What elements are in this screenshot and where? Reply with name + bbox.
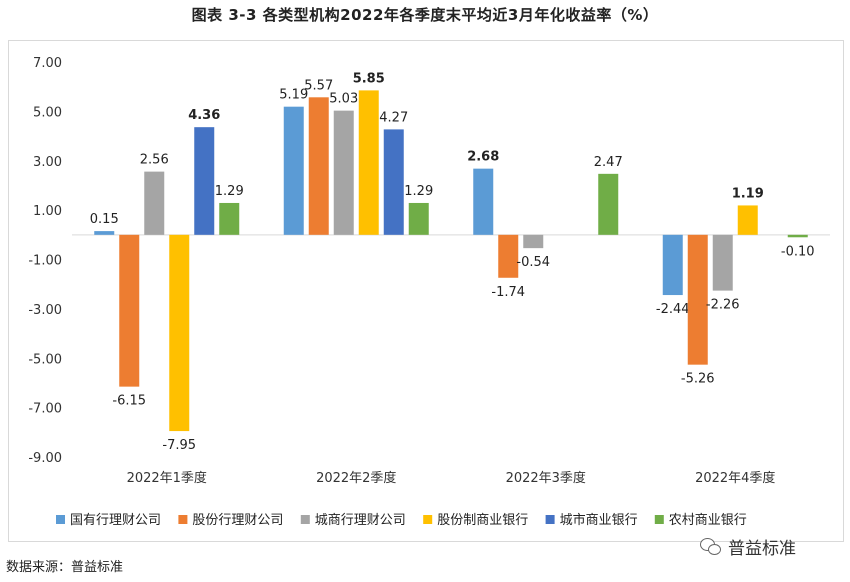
- wechat-icon: [700, 537, 722, 556]
- data-label: 0.15: [90, 212, 119, 227]
- watermark: 普益标准: [700, 534, 796, 559]
- data-label: 5.19: [279, 88, 308, 103]
- bar: [333, 110, 354, 235]
- data-label: -0.54: [516, 255, 550, 270]
- bar: [687, 234, 708, 365]
- data-label: 1.29: [404, 184, 433, 199]
- legend-label: 城商行理财公司: [315, 513, 406, 528]
- bar: [94, 231, 115, 235]
- legend-swatch: [178, 515, 188, 524]
- data-label: 4.27: [379, 110, 408, 125]
- bar: [308, 97, 329, 235]
- legend-swatch: [423, 515, 433, 524]
- bar: [358, 90, 379, 235]
- y-tick-label: -1.00: [28, 254, 62, 269]
- data-label: -2.44: [656, 302, 690, 317]
- x-category-label: 2022年1季度: [127, 470, 207, 486]
- x-category-label: 2022年3季度: [506, 470, 586, 486]
- data-label: 5.85: [353, 71, 385, 86]
- bar: [194, 127, 215, 235]
- y-tick-label: 1.00: [33, 204, 62, 219]
- legend-label: 城市商业银行: [560, 512, 638, 528]
- data-label: -7.95: [162, 438, 196, 453]
- bar: [712, 234, 733, 291]
- data-label: -0.10: [781, 244, 815, 259]
- data-label: 2.56: [140, 153, 169, 168]
- y-tick-label: -5.00: [28, 352, 62, 367]
- data-label: 5.03: [329, 92, 358, 107]
- source-note: 数据来源：普益标准: [6, 560, 124, 575]
- bar: [169, 234, 190, 432]
- legend-swatch: [300, 515, 310, 524]
- bar: [473, 168, 494, 235]
- chart-frame: [8, 40, 844, 542]
- legend-swatch: [56, 515, 65, 524]
- bar: [283, 106, 304, 235]
- legend-label: 农村商业银行: [669, 513, 747, 528]
- bar: [408, 202, 429, 235]
- bar: [523, 234, 544, 249]
- data-label: -1.74: [491, 285, 525, 300]
- data-label: 1.29: [215, 184, 244, 199]
- bar: [383, 129, 404, 235]
- bar: [662, 234, 683, 296]
- legend-swatch: [545, 515, 555, 524]
- data-label: -6.15: [112, 394, 146, 409]
- y-tick-label: -9.00: [28, 451, 62, 466]
- legend-swatch: [654, 515, 664, 524]
- data-label: 2.47: [594, 155, 623, 170]
- y-tick-label: -7.00: [28, 402, 62, 417]
- data-label: -5.26: [681, 372, 715, 387]
- data-label: 2.68: [467, 150, 499, 165]
- legend-label: 股份制商业银行: [437, 513, 528, 528]
- data-label: -2.26: [706, 298, 740, 313]
- y-tick-label: -3.00: [28, 303, 62, 318]
- x-category-label: 2022年2季度: [316, 470, 396, 486]
- figure-title: 图表 3-3 各类型机构2022年各季度末平均近3月年化收益率（%）: [191, 6, 659, 24]
- bar: [219, 202, 240, 235]
- data-label: 5.57: [304, 78, 333, 93]
- y-tick-label: 3.00: [33, 155, 62, 170]
- bar: [498, 234, 519, 278]
- legend-label: 国有行理财公司: [70, 513, 161, 528]
- y-tick-label: 7.00: [33, 56, 62, 71]
- bar: [737, 205, 758, 235]
- y-tick-label: 5.00: [33, 105, 62, 120]
- bar: [598, 173, 619, 235]
- bar: [144, 171, 165, 235]
- data-label: 4.36: [188, 108, 220, 123]
- watermark-text: 普益标准: [728, 539, 796, 559]
- bar: [119, 234, 140, 387]
- bar: [787, 234, 808, 238]
- x-category-label: 2022年4季度: [695, 470, 775, 486]
- legend-label: 股份行理财公司: [192, 513, 283, 528]
- data-label: 1.19: [732, 186, 764, 201]
